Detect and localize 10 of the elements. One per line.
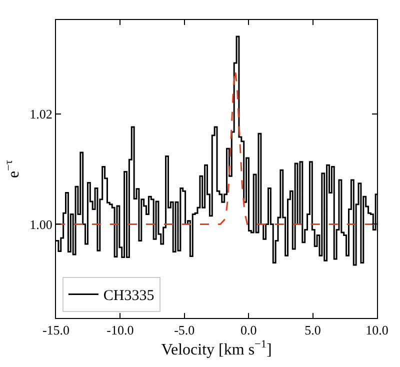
y-tick-label: 1.00 [30, 216, 52, 232]
y-tick-label: 1.02 [30, 106, 52, 122]
x-tick-label: 0.0 [240, 322, 257, 338]
x-tick-label: 10.0 [366, 322, 388, 338]
x-axis-title: Velocity [km s$^{−1}$] [161, 338, 272, 358]
x-tick-label: -15.0 [42, 322, 70, 338]
x-tick-label: -10.0 [106, 322, 134, 338]
x-tick-label: 5.0 [304, 322, 321, 338]
x-tick-label: -5.0 [174, 322, 195, 338]
legend-label: CH3335 [103, 288, 154, 304]
